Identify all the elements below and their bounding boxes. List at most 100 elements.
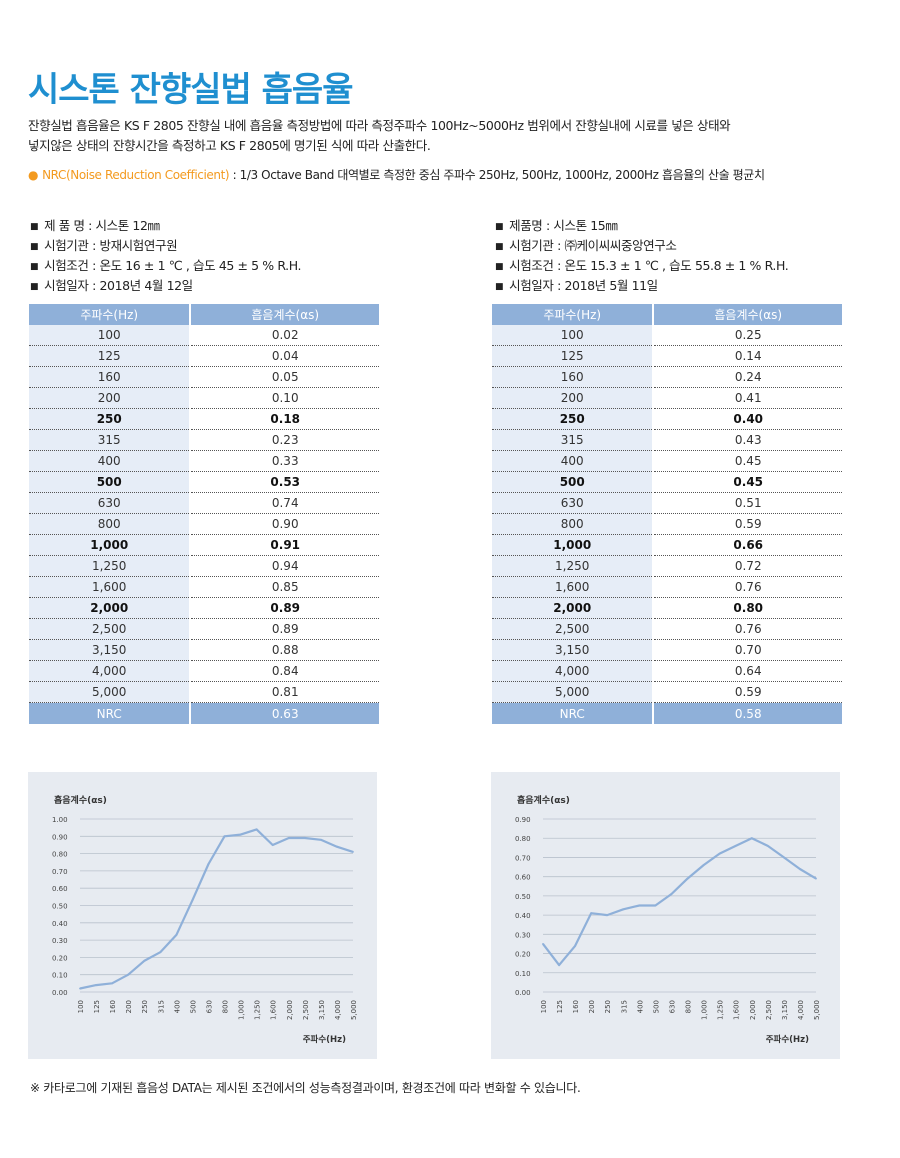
x-tick-label: 800 <box>222 1000 230 1013</box>
table-row: 160 0.05 <box>29 366 379 388</box>
cell-frequency: 250 <box>492 408 654 430</box>
cell-coefficient: 0.53 <box>189 471 379 493</box>
x-tick-label: 400 <box>173 1000 181 1013</box>
nrc-label: NRC <box>492 702 654 724</box>
x-tick-label: 315 <box>620 1000 628 1013</box>
cell-frequency: 1,600 <box>492 576 654 598</box>
table-row: 5,000 0.59 <box>492 681 842 703</box>
table-row: 630 0.51 <box>492 492 842 514</box>
x-tick-label: 5,000 <box>350 1000 358 1020</box>
table-row: 1,000 0.91 <box>29 534 379 556</box>
x-tick-label: 125 <box>556 1000 564 1013</box>
series-line <box>79 828 354 990</box>
data-point <box>622 908 625 911</box>
y-tick-label: 0.80 <box>52 851 68 859</box>
y-tick-label: 0.40 <box>52 920 68 928</box>
cell-coefficient: 0.45 <box>652 471 842 493</box>
cell-coefficient: 0.43 <box>652 429 842 451</box>
data-point <box>542 943 544 945</box>
x-tick-label: 1,000 <box>238 1000 246 1020</box>
x-tick-label: 630 <box>668 1000 676 1013</box>
data-point <box>686 877 689 880</box>
x-tick-label: 125 <box>93 1000 101 1013</box>
table-row: 125 0.14 <box>492 345 842 367</box>
info-date: 시험일자 : 2018년 4월 12일 <box>30 277 301 297</box>
cell-coefficient: 0.59 <box>652 681 842 703</box>
table-row: 2,500 0.89 <box>29 618 379 640</box>
data-point <box>319 838 322 841</box>
cell-frequency: 160 <box>492 366 654 388</box>
info-date: 시험일자 : 2018년 5월 11일 <box>495 277 788 297</box>
cell-frequency: 2,000 <box>29 597 191 619</box>
table-row: 200 0.10 <box>29 387 379 409</box>
cell-coefficient: 0.14 <box>652 345 842 367</box>
cell-frequency: 1,250 <box>492 555 654 577</box>
cell-frequency: 2,500 <box>492 618 654 640</box>
data-point <box>143 959 146 962</box>
table-row: 315 0.23 <box>29 429 379 451</box>
cell-frequency: 1,000 <box>492 534 654 556</box>
data-point <box>111 982 114 985</box>
data-point <box>590 912 593 915</box>
table-row: 4,000 0.84 <box>29 660 379 682</box>
table-row: 2,000 0.89 <box>29 597 379 619</box>
data-point <box>239 833 242 836</box>
cell-coefficient: 0.41 <box>652 387 842 409</box>
series-line <box>542 837 817 967</box>
cell-coefficient: 0.64 <box>652 660 842 682</box>
y-tick-label: 0.80 <box>515 835 531 843</box>
x-tick-label: 160 <box>109 1000 117 1013</box>
absorption-chart-15mm: 흡음계수(αs) 0.00 0.10 0.20 0.30 0.40 0.50 0.60 0.70… <box>491 772 840 1059</box>
nrc-note-text: : 1/3 Octave Band 대역별로 측정한 중심 주파수 250Hz,… <box>229 168 765 182</box>
cell-frequency: 5,000 <box>29 681 191 703</box>
table-row: 2,500 0.76 <box>492 618 842 640</box>
y-axis-label: 흡음계수(αs) <box>517 794 570 806</box>
y-tick-label: 0.00 <box>52 989 68 997</box>
cell-frequency: 2,000 <box>492 597 654 619</box>
table-row: 800 0.90 <box>29 513 379 535</box>
data-point <box>606 914 609 917</box>
table-row: 3,150 0.70 <box>492 639 842 661</box>
table-row: 125 0.04 <box>29 345 379 367</box>
table-row: 315 0.43 <box>492 429 842 451</box>
cell-frequency: 400 <box>29 450 191 472</box>
x-tick-label: 315 <box>157 1000 165 1013</box>
x-tick-label: 1,250 <box>717 1000 725 1020</box>
table-row: 500 0.45 <box>492 471 842 493</box>
cell-frequency: 1,250 <box>29 555 191 577</box>
cell-frequency: 500 <box>492 471 654 493</box>
cell-frequency: 630 <box>492 492 654 514</box>
page-title: 시스톤 잔향실법 흡음율 <box>28 70 353 110</box>
x-tick-label: 1,250 <box>254 1000 262 1020</box>
y-tick-label: 0.20 <box>52 954 68 962</box>
cell-coefficient: 0.66 <box>652 534 842 556</box>
y-tick-label: 0.20 <box>515 951 531 959</box>
cell-coefficient: 0.05 <box>189 366 379 388</box>
x-axis-label: 주파수(Hz) <box>766 1034 809 1045</box>
test-info-right: 제품명 : 시스톤 15㎜ 시험기관 : ㈜케이씨씨중앙연구소 시험조건 : 온… <box>495 217 789 297</box>
x-tick-label: 3,150 <box>781 1000 789 1020</box>
cell-coefficient: 0.89 <box>189 597 379 619</box>
table-row: 1,250 0.94 <box>29 555 379 577</box>
table-row: 500 0.53 <box>29 471 379 493</box>
cell-frequency: 3,150 <box>29 639 191 661</box>
cell-coefficient: 0.76 <box>652 576 842 598</box>
y-tick-label: 0.50 <box>515 893 531 901</box>
x-tick-label: 4,000 <box>334 1000 342 1020</box>
cell-frequency: 630 <box>29 492 191 514</box>
x-tick-label: 250 <box>141 1000 149 1013</box>
data-point <box>223 835 226 838</box>
x-tick-label: 3,150 <box>318 1000 326 1020</box>
data-point <box>638 904 641 907</box>
cell-coefficient: 0.94 <box>189 555 379 577</box>
data-point <box>255 828 258 831</box>
cell-frequency: 4,000 <box>492 660 654 682</box>
cell-frequency: 4,000 <box>29 660 191 682</box>
cell-coefficient: 0.84 <box>189 660 379 682</box>
y-tick-label: 0.10 <box>52 972 68 980</box>
x-tick-label: 200 <box>125 1000 133 1013</box>
data-point <box>702 864 705 867</box>
nrc-row: NRC 0.63 <box>29 702 379 724</box>
cell-frequency: 125 <box>492 345 654 367</box>
data-point <box>79 987 81 990</box>
